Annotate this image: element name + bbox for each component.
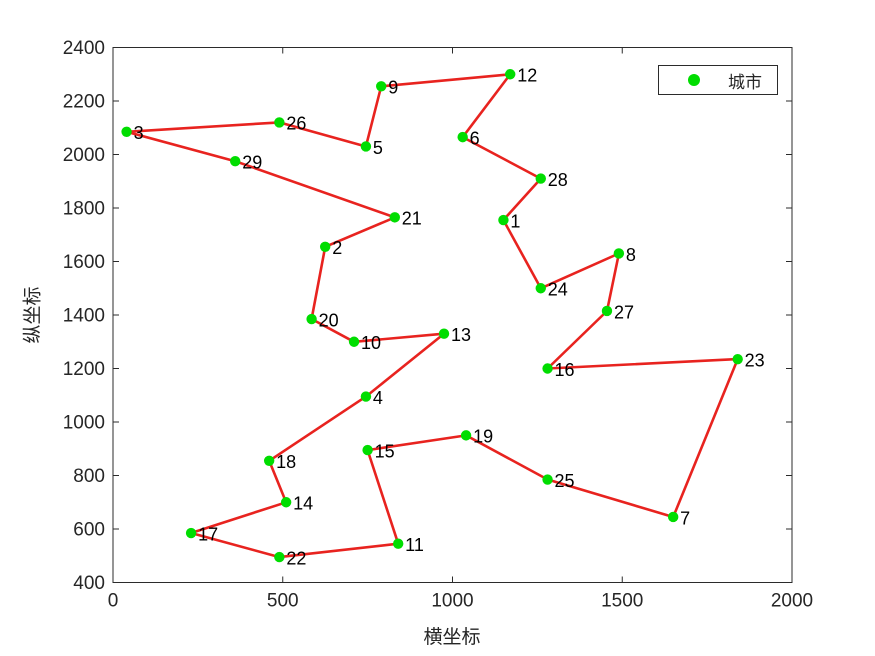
x-tick-label: 1500 <box>601 591 643 612</box>
city-label: 11 <box>405 535 424 555</box>
y-tick-label: 1800 <box>63 199 105 220</box>
y-tick-label: 1000 <box>63 413 105 434</box>
city-marker <box>542 363 553 374</box>
x-tick-label: 2000 <box>771 591 813 612</box>
x-tick-label: 1000 <box>431 591 473 612</box>
city-label: 13 <box>451 325 471 345</box>
city-label: 28 <box>548 170 568 190</box>
city-label: 14 <box>293 494 313 514</box>
city-marker <box>505 69 516 80</box>
city-marker <box>498 214 509 226</box>
city-marker <box>457 131 468 143</box>
city-label: 5 <box>373 138 383 158</box>
city-marker <box>185 527 197 539</box>
city-marker <box>348 336 360 347</box>
y-tick-label: 1600 <box>63 252 105 273</box>
tour-path <box>125 73 740 559</box>
city-marker <box>306 313 317 325</box>
city-marker <box>601 305 613 317</box>
city-label: 4 <box>373 388 383 408</box>
x-axis-label: 横坐标 <box>423 627 481 648</box>
city-label: 10 <box>361 333 381 353</box>
city-label: 7 <box>680 508 690 528</box>
city-label: 16 <box>555 360 575 380</box>
city-label: 19 <box>473 427 493 447</box>
city-label: 21 <box>402 209 422 229</box>
legend: 城市 <box>658 65 778 95</box>
city-label: 9 <box>388 78 398 98</box>
city-label: 25 <box>555 471 575 491</box>
city-marker <box>389 212 400 223</box>
city-marker <box>280 497 292 508</box>
city-label: 23 <box>745 350 765 370</box>
city-label: 6 <box>470 128 480 148</box>
legend-city-marker-icon <box>688 74 700 86</box>
y-tick-label: 1400 <box>63 306 105 327</box>
city-label: 12 <box>517 66 537 86</box>
y-tick-label: 2400 <box>63 38 105 59</box>
city-marker <box>667 511 679 523</box>
city-marker <box>360 391 372 402</box>
city-label: 22 <box>286 548 306 568</box>
city-marker <box>274 551 285 563</box>
city-label: 18 <box>276 452 296 472</box>
city-marker <box>613 248 625 259</box>
city-marker <box>732 353 743 365</box>
city-label: 2 <box>332 238 342 258</box>
city-marker <box>376 81 387 92</box>
city-marker <box>535 173 546 184</box>
city-marker <box>542 474 553 485</box>
x-tick-label: 0 <box>108 591 119 612</box>
city-label: 26 <box>286 114 306 134</box>
city-label: 24 <box>548 280 568 300</box>
city-marker <box>121 126 132 137</box>
y-tick-label: 2200 <box>63 92 105 113</box>
city-marker <box>360 141 372 152</box>
y-tick-label: 600 <box>73 520 105 541</box>
city-label: 8 <box>626 245 636 265</box>
y-tick-label: 2000 <box>63 145 105 166</box>
city-label: 20 <box>319 310 339 330</box>
city-marker <box>392 538 404 549</box>
x-tick-label: 500 <box>267 591 299 612</box>
city-marker <box>230 155 241 167</box>
plot-area-border <box>112 47 793 583</box>
city-label: 3 <box>134 123 144 143</box>
city-label: 1 <box>510 211 520 231</box>
city-label: 27 <box>614 302 634 322</box>
city-marker <box>535 283 546 294</box>
y-axis-label: 纵坐标 <box>22 286 44 344</box>
city-marker <box>438 328 450 339</box>
city-label: 17 <box>198 524 218 544</box>
city-marker <box>263 455 275 466</box>
city-marker <box>460 430 472 441</box>
city-marker <box>319 241 331 252</box>
y-tick-label: 400 <box>73 573 105 594</box>
legend-label: 城市 <box>728 72 762 92</box>
y-tick-label: 800 <box>73 466 105 487</box>
city-marker <box>274 117 285 128</box>
city-label: 29 <box>242 152 262 172</box>
city-label: 15 <box>375 441 395 461</box>
y-tick-label: 1200 <box>63 359 105 380</box>
city-marker <box>362 444 373 456</box>
